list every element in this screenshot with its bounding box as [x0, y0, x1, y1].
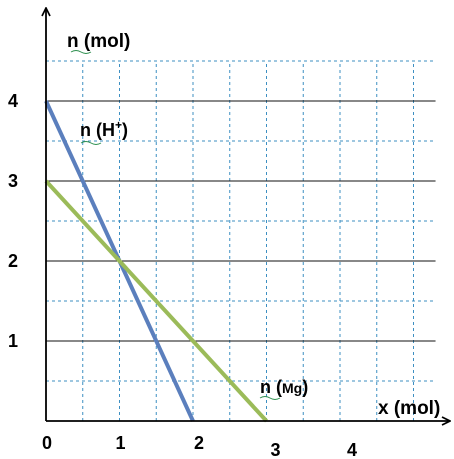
series-label-h-end: ) [122, 120, 128, 140]
series-label-h-superscript: + [115, 118, 122, 132]
series-label-mg-main: n ( [260, 377, 282, 397]
series-line-mg [44, 179, 268, 423]
axes-layer [46, 8, 450, 421]
x-tick-label: 3 [271, 440, 281, 459]
y-label-underline-mark [70, 50, 92, 54]
y-tick-label: 1 [8, 331, 18, 351]
x-tick-label: 4 [347, 440, 357, 459]
y-tick-label: 3 [8, 171, 18, 191]
x-tick-label: 1 [116, 433, 126, 453]
ticks-layer: 0 1 2 3 4 1 2 3 4 [8, 91, 357, 459]
series-label-mg-end: ) [302, 377, 308, 397]
series-label-h: n (H+) [80, 118, 128, 140]
series-layer [44, 100, 268, 423]
y-axis-label: n (mol) [67, 31, 130, 52]
series-label-mg: n (Mg) [260, 377, 308, 397]
y-tick-label: 4 [8, 91, 18, 111]
fine-grid [46, 60, 436, 421]
series-label-mg-small: Mg [282, 380, 302, 396]
x-axis-label: x (mol) [378, 398, 440, 419]
x-tick-label: 0 [42, 433, 52, 453]
mg-label-underline-mark [259, 396, 281, 400]
y-tick-label: 2 [8, 251, 18, 271]
x-tick-label: 2 [194, 433, 204, 453]
series-label-h-main: n (H [80, 120, 115, 140]
h-label-underline-mark [80, 141, 102, 145]
major-grid [46, 100, 436, 342]
